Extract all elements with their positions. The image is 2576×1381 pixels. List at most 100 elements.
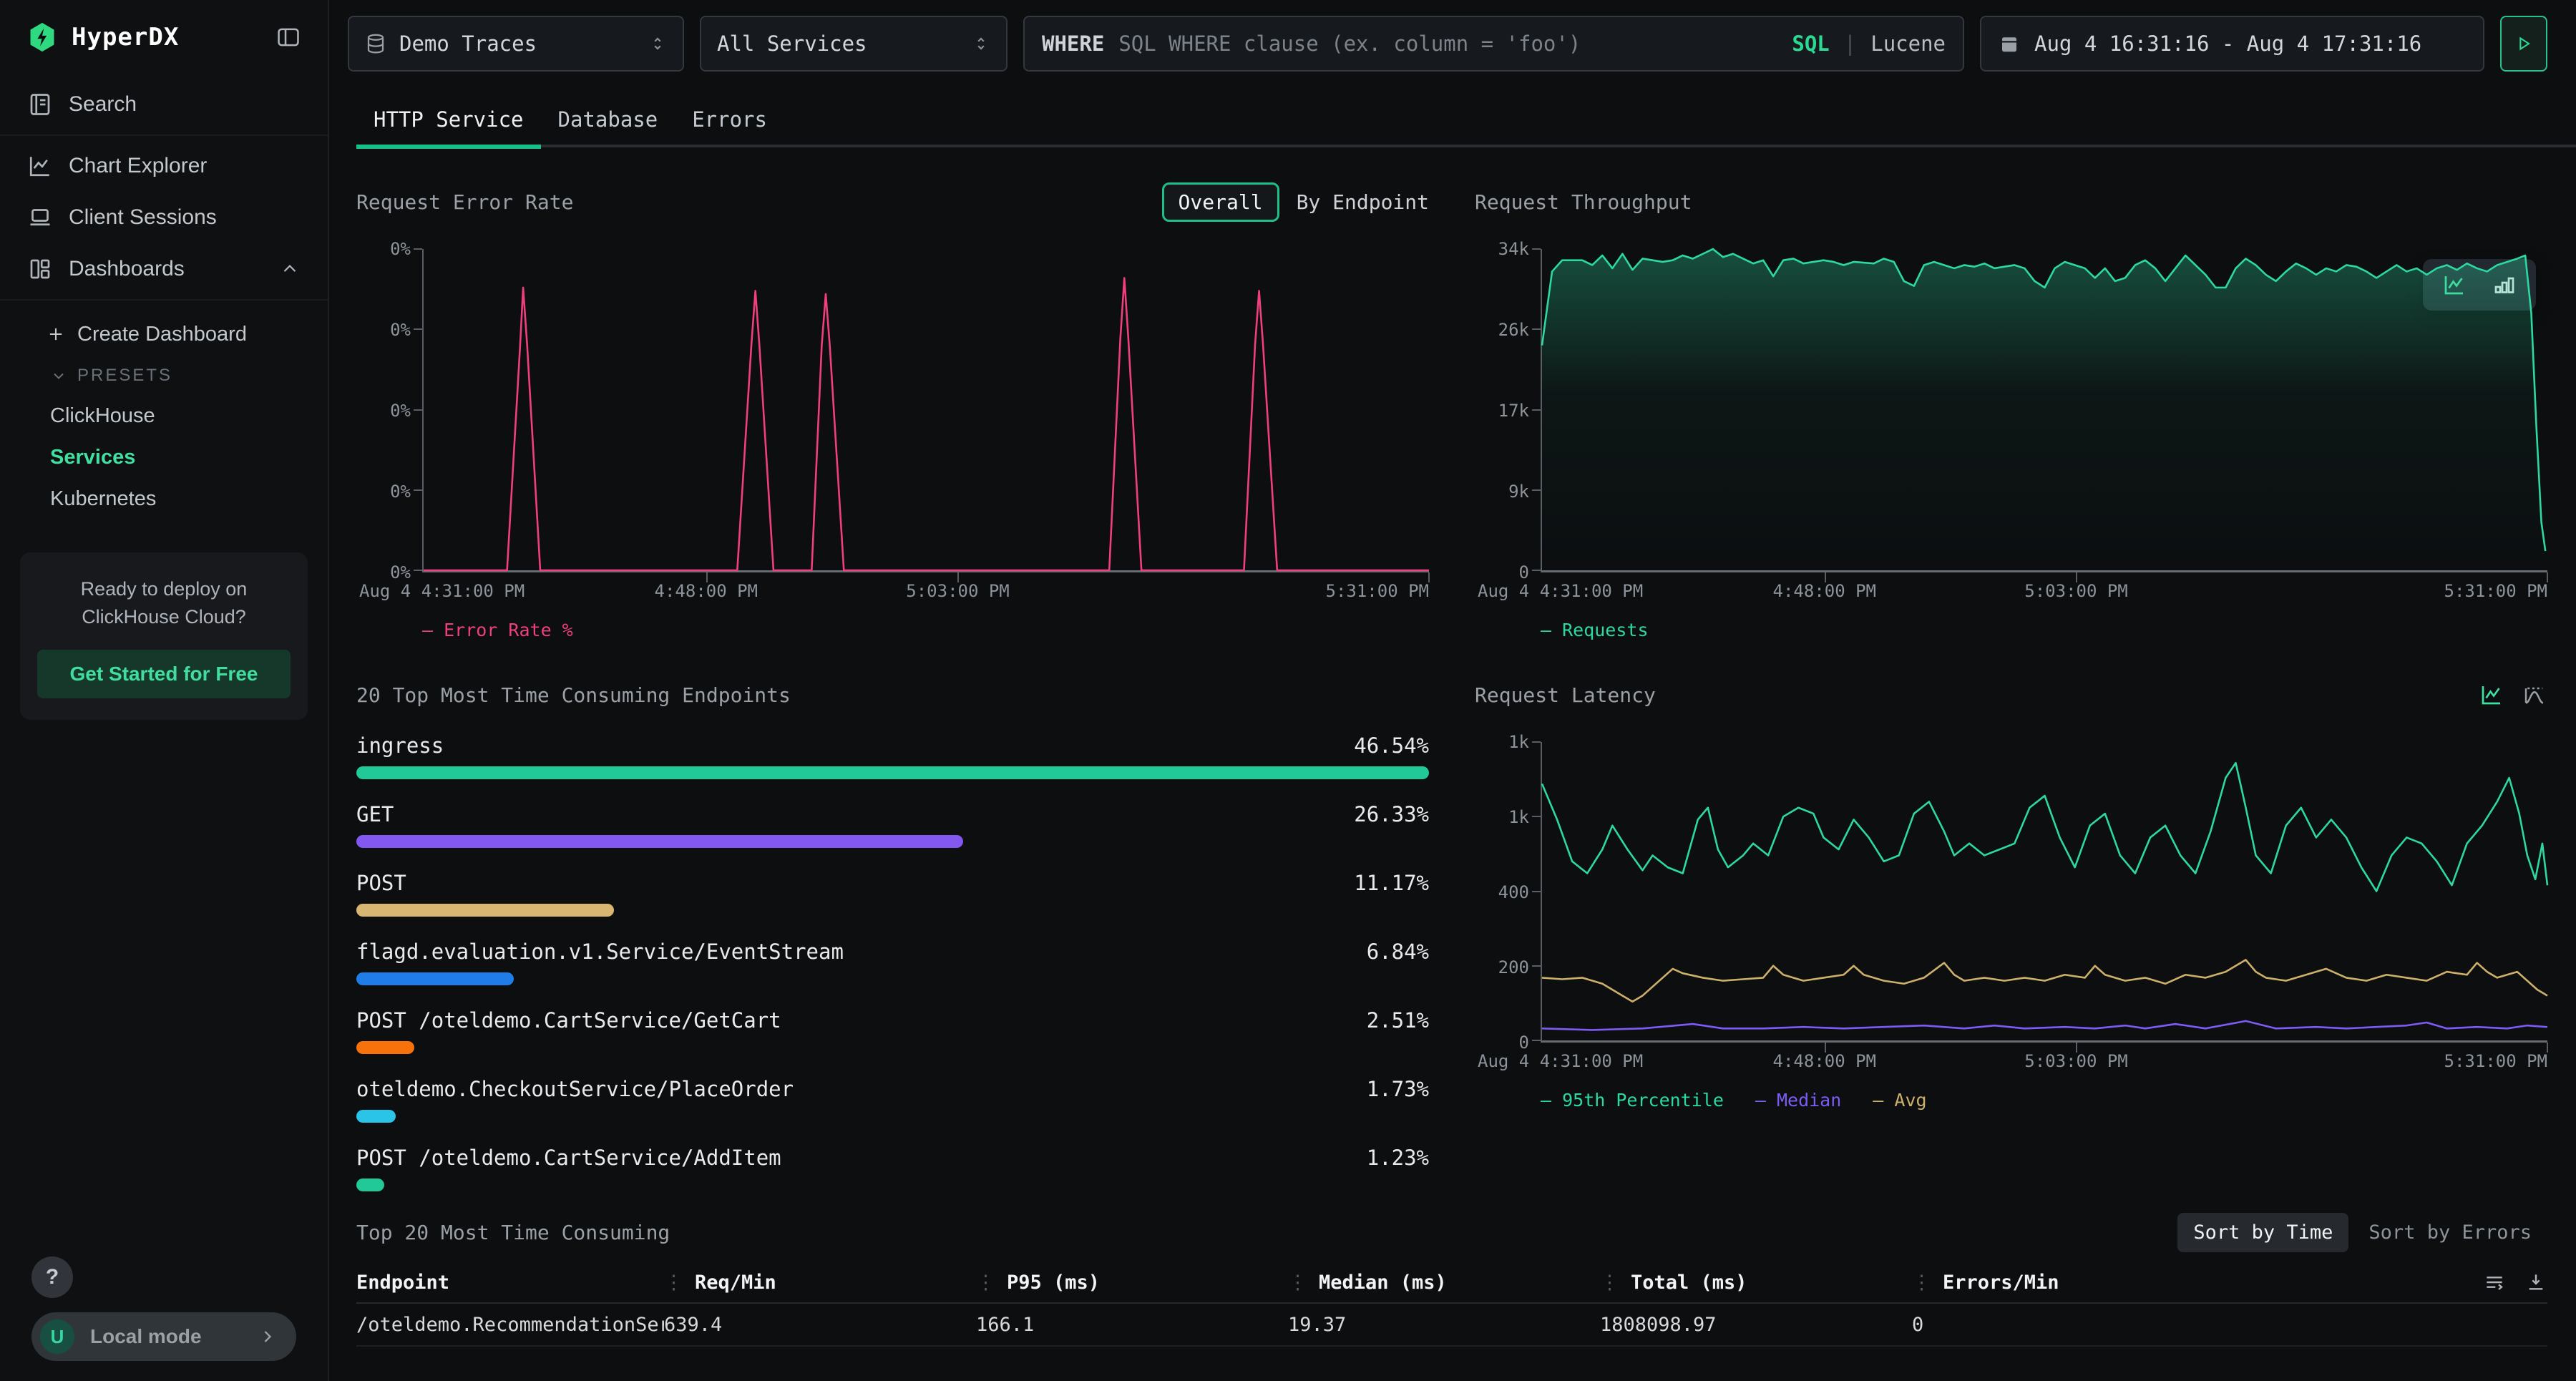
top-time-consuming-table: Top 20 Most Time Consuming Sort by Time … [356, 1212, 2547, 1347]
endpoint-label: POST [356, 871, 406, 895]
play-icon [2514, 34, 2534, 54]
legend-entry: — Error Rate % [422, 620, 573, 640]
endpoint-row[interactable]: GET 26.33% [356, 794, 1429, 862]
endpoint-row[interactable]: POST /oteldemo.CartService/AddItem 1.23% [356, 1137, 1429, 1194]
endpoint-bar [356, 835, 964, 848]
column-header[interactable]: ⋮ Median (ms) [1288, 1271, 1447, 1294]
time-range-picker[interactable]: Aug 4 16:31:16 - Aug 4 17:31:16 [1980, 16, 2484, 72]
panel-request-throughput: Request Throughput 34k 26k 17k 9k 0 Aug 4 4:… [1475, 153, 2547, 640]
tab-http-service[interactable]: HTTP Service [356, 107, 541, 153]
calendar-icon [1999, 33, 2020, 54]
endpoint-row[interactable]: oteldemo.CheckoutService/PlaceOrder 1.73% [356, 1068, 1429, 1137]
overall-toggle-button[interactable]: Overall [1161, 182, 1279, 222]
tab-database[interactable]: Database [557, 107, 658, 132]
column-header[interactable]: ⋮ Req/Min [664, 1271, 776, 1294]
x-tick-label: 5:31:00 PM [1325, 581, 1430, 601]
chevron-down-icon [50, 367, 67, 384]
throughput-chart[interactable] [1541, 249, 2547, 582]
column-drag-handle-icon[interactable]: ⋮ [1912, 1271, 1931, 1294]
x-tick-label: Aug 4 4:31:00 PM [359, 581, 525, 601]
select-chevrons-icon [972, 34, 990, 53]
line-chart-icon[interactable] [2479, 682, 2504, 708]
endpoint-label: oteldemo.CheckoutService/PlaceOrder [356, 1077, 794, 1101]
chart-line-icon [27, 153, 53, 179]
column-drag-handle-icon[interactable]: ⋮ [1288, 1271, 1307, 1294]
sidebar-preset-clickhouse[interactable]: ClickHouse [50, 404, 155, 427]
endpoint-row[interactable]: ingress 46.54% [356, 725, 1429, 794]
legend-entry: — Avg [1873, 1090, 1927, 1111]
panel-title: Request Latency [1475, 683, 1656, 707]
create-dashboard-button[interactable]: Create Dashboard [0, 312, 328, 356]
y-tick-label: 0% [390, 482, 411, 502]
column-header[interactable]: Endpoint [356, 1271, 450, 1294]
y-axis-labels: 1k 1k 400 200 0 [1475, 732, 1541, 1053]
language-lucene-toggle[interactable]: Lucene [1870, 31, 1946, 56]
sort-by-errors-button[interactable]: Sort by Errors [2353, 1213, 2547, 1252]
column-header[interactable]: ⋮ Errors/Min [1912, 1271, 2059, 1294]
x-tick-label: 5:03:00 PM [2024, 581, 2128, 601]
endpoint-row[interactable]: POST 11.17% [356, 862, 1429, 931]
topbar: Demo Traces All Services WHERE SQL WHERE… [329, 0, 2576, 87]
distribution-icon[interactable] [2522, 682, 2547, 708]
y-axis-labels: 34k 26k 17k 9k 0 [1475, 239, 1541, 582]
language-sql-toggle[interactable]: SQL [1792, 31, 1830, 56]
column-drag-handle-icon[interactable]: ⋮ [1600, 1271, 1619, 1294]
endpoint-row[interactable]: flagd.evaluation.v1.Service/EventStream 6… [356, 931, 1429, 1000]
sort-by-time-button[interactable]: Sort by Time [2177, 1212, 2349, 1252]
column-header[interactable]: ⋮ P95 (ms) [976, 1271, 1101, 1294]
endpoint-label: flagd.evaluation.v1.Service/EventStream [356, 940, 844, 964]
endpoint-row[interactable]: POST /oteldemo.CartService/GetCart 2.51% [356, 1000, 1429, 1068]
dashboards-grid-icon [27, 256, 53, 282]
endpoint-label: GET [356, 802, 394, 826]
y-tick-label: 17k [1498, 401, 1529, 421]
database-icon [365, 33, 386, 54]
endpoint-bar [356, 766, 1429, 779]
legend-entry: — Median [1755, 1090, 1842, 1111]
endpoint-bar [356, 1041, 414, 1054]
sidebar-collapse-icon[interactable] [275, 24, 302, 51]
panel-title: 20 Top Most Time Consuming Endpoints [356, 683, 791, 707]
sidebar-preset-kubernetes[interactable]: Kubernetes [50, 487, 157, 510]
tab-errors[interactable]: Errors [692, 107, 767, 132]
panel-request-latency: Request Latency 1k 1k 400 200 0 Aug 4 4:31:0… [1475, 672, 2547, 1194]
sidebar-preset-services[interactable]: Services [50, 445, 136, 469]
avatar: U [40, 1319, 74, 1354]
x-tick-label: 4:48:00 PM [1772, 581, 1877, 601]
source-select[interactable]: Demo Traces [348, 16, 684, 72]
sidebar-item-client-sessions[interactable]: Client Sessions [0, 192, 328, 243]
service-select[interactable]: All Services [700, 16, 1008, 72]
error-rate-chart[interactable] [414, 248, 1430, 582]
promo-line2: ClickHouse Cloud? [82, 606, 246, 628]
run-query-button[interactable] [2500, 16, 2547, 72]
endpoint-percent: 11.17% [1354, 871, 1429, 895]
clickhouse-cloud-promo: Ready to deploy on ClickHouse Cloud? Get… [20, 552, 308, 721]
chevron-up-icon [279, 258, 301, 280]
latency-chart[interactable] [1541, 741, 2547, 1053]
legend-entry: — 95th Percentile [1541, 1090, 1724, 1111]
help-button[interactable]: ? [31, 1256, 73, 1298]
get-started-button[interactable]: Get Started for Free [37, 650, 291, 699]
sidebar-item-chart-explorer[interactable]: Chart Explorer [0, 140, 328, 192]
hyperdx-logo-icon[interactable] [26, 21, 59, 54]
endpoint-label: ingress [356, 733, 444, 758]
wrap-lines-icon[interactable] [2483, 1271, 2506, 1294]
column-header[interactable]: ⋮ Total (ms) [1600, 1271, 1747, 1294]
sidebar-item-dashboards[interactable]: Dashboards [0, 243, 328, 295]
user-menu[interactable]: U Local mode [31, 1312, 296, 1361]
x-tick-label: 4:48:00 PM [654, 581, 758, 601]
sidebar-item-search[interactable]: Search [0, 79, 328, 130]
where-clause-input[interactable]: WHERE SQL WHERE clause (ex. column = 'fo… [1023, 16, 1964, 72]
y-tick-label: 200 [1498, 957, 1529, 977]
presets-toggle[interactable]: PRESETS [0, 356, 328, 395]
x-tick-label: 4:48:00 PM [1772, 1051, 1877, 1071]
download-icon[interactable] [2524, 1271, 2547, 1294]
column-drag-handle-icon[interactable]: ⋮ [664, 1271, 683, 1294]
table-cell: 0 [1912, 1313, 1924, 1336]
table-row[interactable]: /oteldemo.RecommendationServ 639.4 166.1 19… [356, 1304, 2547, 1347]
legend-entry: — Requests [1541, 620, 1649, 640]
where-keyword: WHERE [1042, 31, 1105, 56]
by-endpoint-toggle[interactable]: By Endpoint [1296, 190, 1429, 214]
column-drag-handle-icon[interactable]: ⋮ [976, 1271, 995, 1294]
table-cell: /oteldemo.RecommendationServ [356, 1313, 664, 1336]
x-tick-label: Aug 4 4:31:00 PM [1478, 1051, 1644, 1071]
